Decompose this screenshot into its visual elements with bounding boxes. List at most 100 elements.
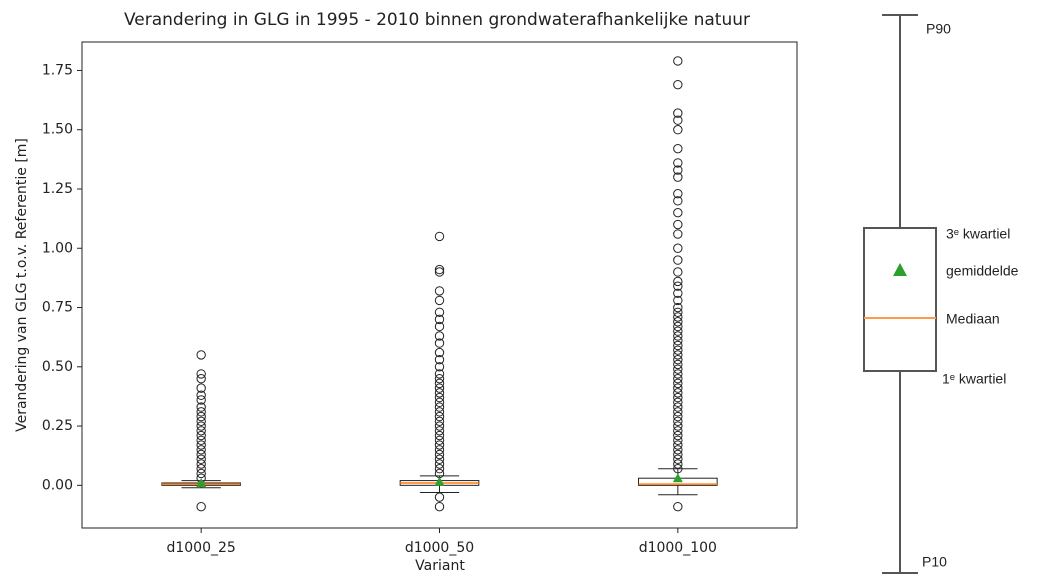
outlier — [196, 435, 206, 445]
outlier — [434, 426, 445, 436]
y-tick-label: 1.00 — [42, 240, 73, 256]
outlier — [434, 373, 445, 384]
outlier — [673, 445, 683, 455]
outlier — [434, 416, 445, 427]
y-tick-label: 0.75 — [42, 300, 73, 316]
outlier — [673, 143, 683, 154]
outlier — [673, 321, 683, 332]
outlier — [673, 267, 683, 277]
y-tick-label: 1.75 — [42, 62, 73, 78]
outlier — [434, 338, 445, 348]
outlier — [434, 321, 445, 332]
mean-marker — [434, 476, 445, 486]
outlier — [196, 390, 206, 400]
outlier — [434, 378, 445, 389]
outlier — [673, 302, 683, 313]
outlier — [673, 449, 683, 460]
outlier — [673, 378, 683, 389]
outlier — [434, 407, 445, 417]
outlier — [196, 411, 206, 422]
outlier — [673, 307, 683, 317]
outlier — [673, 295, 683, 306]
outlier — [434, 459, 445, 469]
outlier — [196, 440, 206, 450]
outlier — [196, 395, 206, 405]
outlier — [434, 454, 445, 464]
outlier — [434, 501, 445, 512]
outlier — [673, 108, 683, 118]
outlier — [673, 56, 683, 66]
outlier — [434, 397, 445, 408]
outlier — [673, 402, 683, 412]
outlier — [673, 435, 683, 445]
outlier — [196, 430, 206, 441]
chart-title: Verandering in GLG in 1995 - 2010 binnen… — [124, 10, 750, 30]
key-label: Mediaan — [946, 311, 1000, 327]
outlier — [673, 331, 683, 341]
x-tick-label: d1000_50 — [405, 540, 474, 556]
outlier — [434, 464, 445, 474]
outlier — [673, 464, 683, 474]
outlier — [673, 326, 683, 336]
outlier — [673, 125, 683, 135]
outlier — [434, 449, 445, 460]
outlier — [673, 189, 683, 199]
mean-marker — [196, 477, 207, 487]
outlier — [673, 115, 683, 125]
outlier — [673, 369, 683, 379]
x-axis-label: Variant — [415, 558, 465, 574]
mean-marker — [672, 473, 683, 483]
key-mean — [893, 263, 907, 276]
outlier — [673, 336, 683, 346]
outlier — [196, 445, 206, 455]
outlier — [434, 440, 445, 450]
outlier — [673, 312, 683, 322]
outlier — [673, 388, 683, 398]
outlier — [673, 243, 683, 253]
outlier — [673, 340, 683, 351]
outlier — [673, 345, 683, 355]
outlier — [673, 79, 683, 90]
outlier — [673, 165, 683, 175]
outlier — [196, 464, 206, 474]
outlier — [673, 350, 683, 360]
y-tick-label: 1.50 — [42, 122, 73, 138]
outlier — [434, 411, 445, 422]
box-legend-key: P90 3ᵉ kwartiel gemiddelde Mediaan 1ᵉ kw… — [863, 14, 1019, 574]
outlier — [196, 468, 206, 479]
key-label: gemiddelde — [946, 263, 1019, 279]
outlier — [196, 350, 206, 360]
outlier — [673, 459, 683, 469]
y-tick-label: 0.50 — [42, 359, 73, 375]
outlier — [434, 435, 445, 445]
outlier — [673, 454, 683, 464]
outlier — [673, 281, 683, 291]
outlier — [196, 373, 206, 384]
outlier — [673, 229, 683, 239]
outlier — [196, 407, 206, 417]
outlier — [196, 383, 206, 393]
outlier — [673, 397, 683, 408]
outlier — [673, 411, 683, 422]
outlier — [673, 276, 683, 287]
outlier — [434, 231, 445, 242]
x-tick-label: d1000_100 — [639, 540, 717, 556]
outlier — [196, 421, 206, 431]
outlier — [673, 407, 683, 417]
outlier — [673, 317, 683, 327]
key-label: 1ᵉ kwartiel — [942, 371, 1006, 387]
outlier — [673, 219, 683, 230]
outlier — [434, 392, 445, 403]
outlier — [434, 369, 445, 379]
outlier — [673, 426, 683, 436]
key-box — [863, 227, 937, 372]
outlier — [434, 267, 445, 277]
outlier — [434, 314, 445, 325]
outlier — [673, 421, 683, 431]
outlier — [196, 459, 206, 469]
x-tick-label: d1000_25 — [166, 540, 235, 556]
outlier — [673, 373, 683, 384]
outlier — [434, 445, 445, 455]
outlier — [196, 426, 206, 436]
outlier — [434, 492, 445, 502]
